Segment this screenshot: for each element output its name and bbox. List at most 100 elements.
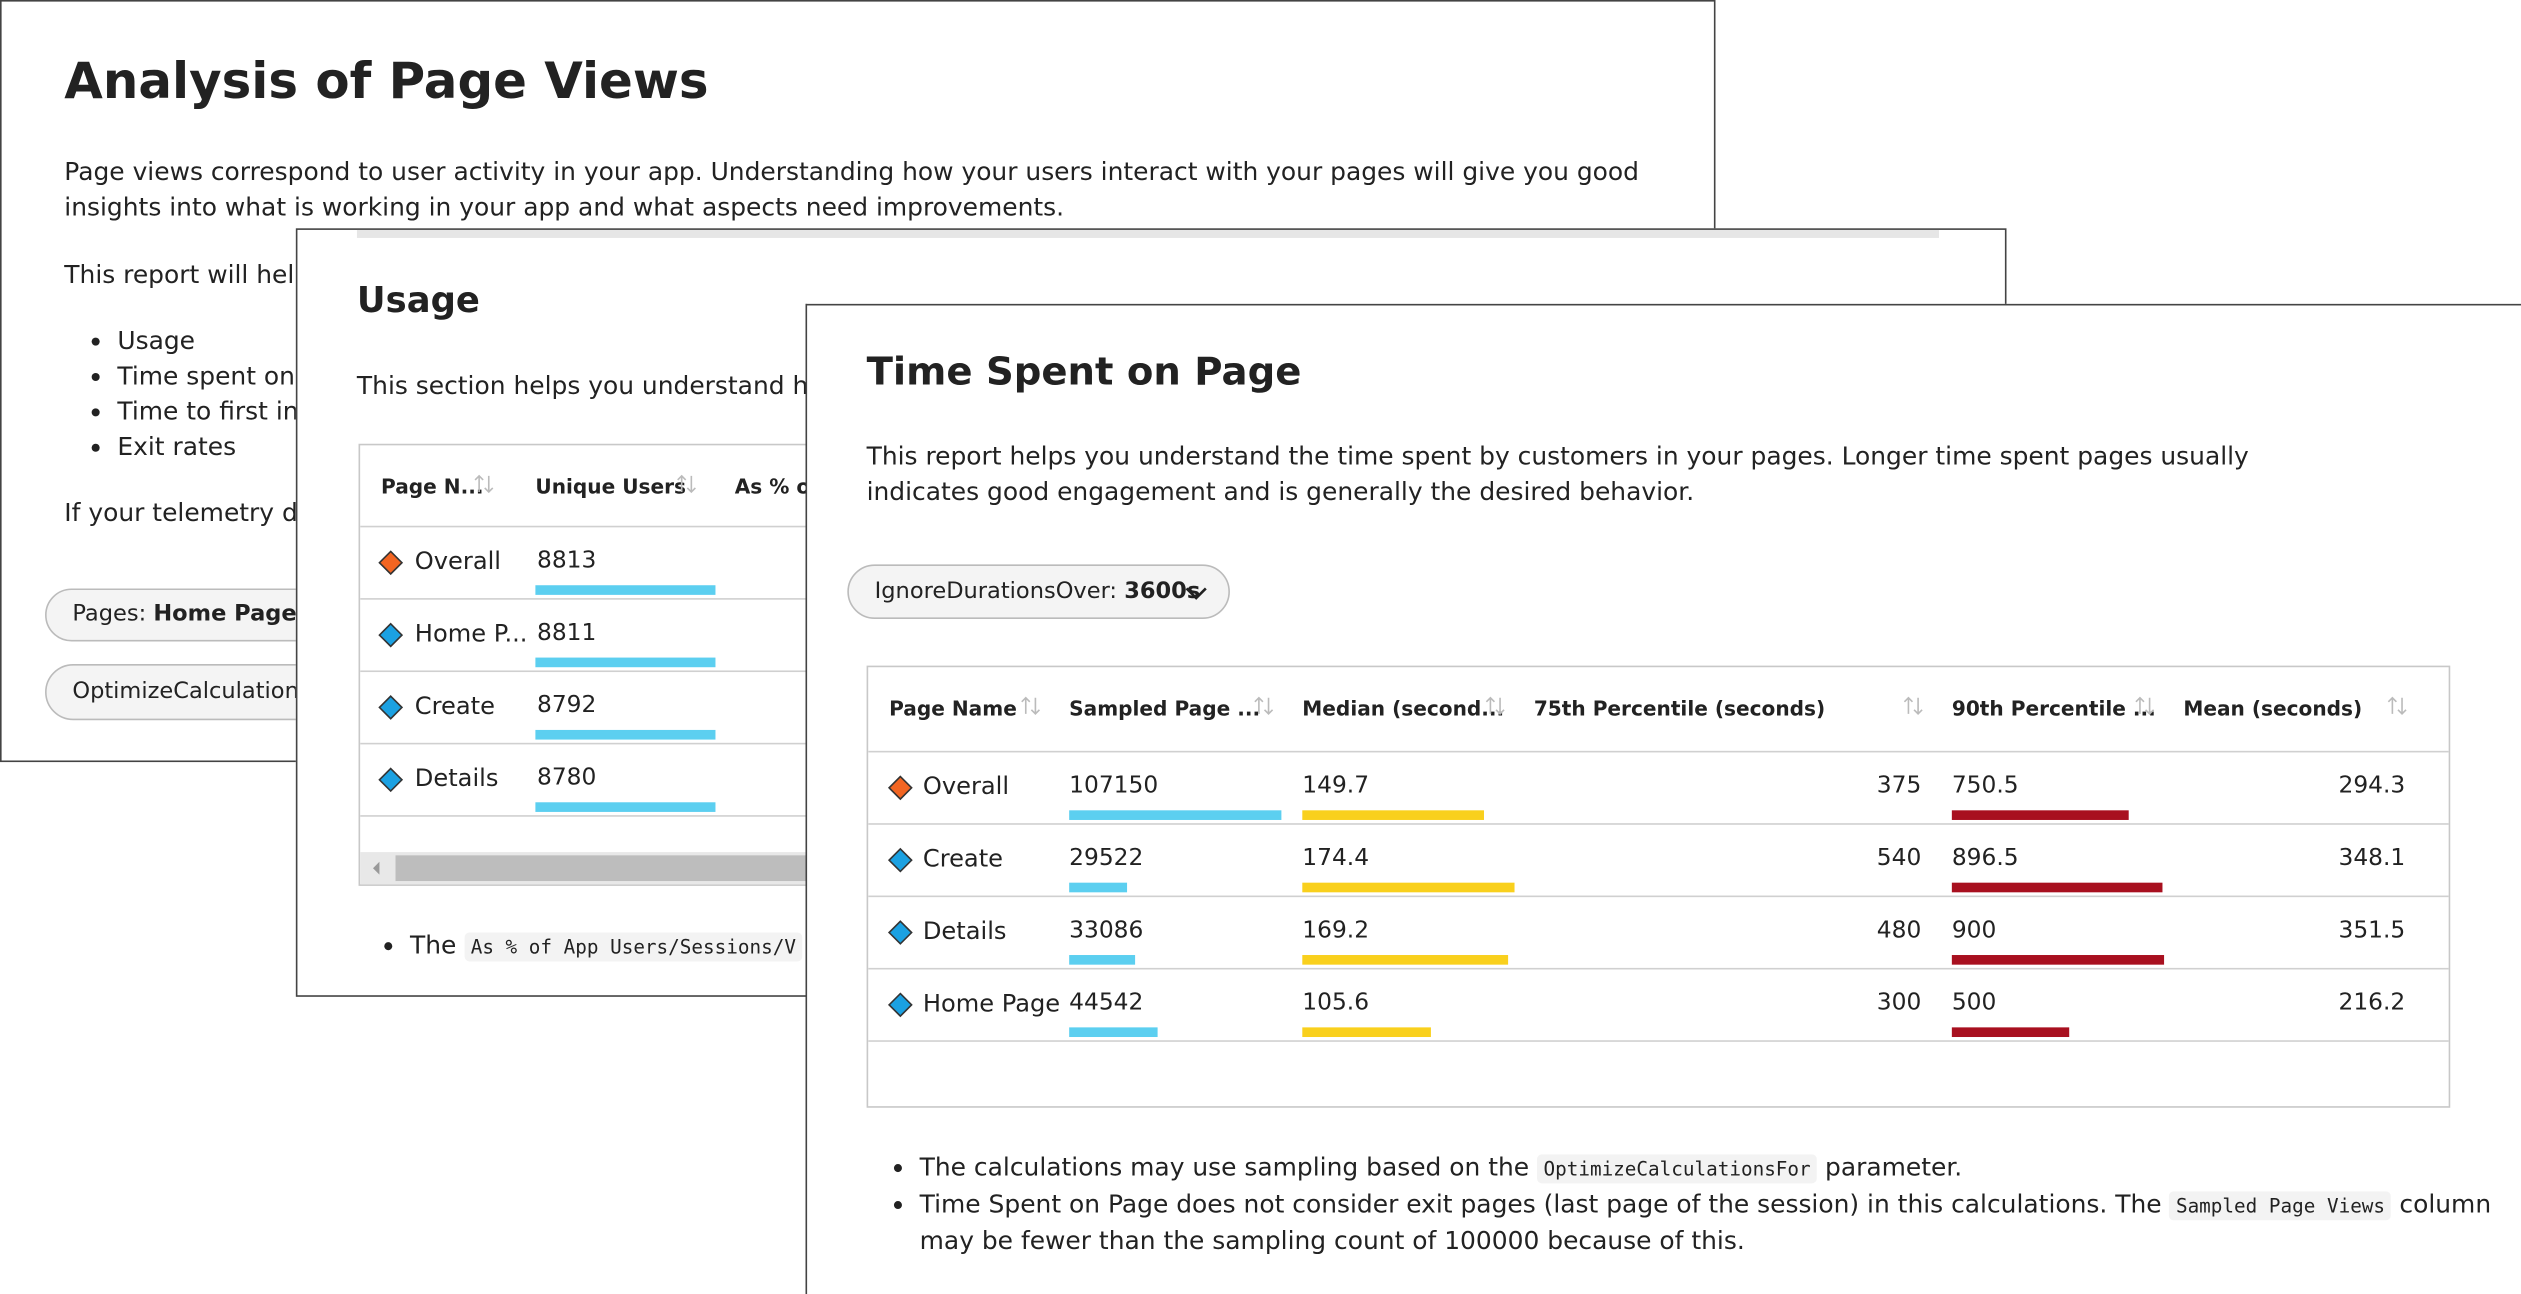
value-bar: [535, 657, 716, 668]
report-note: If your telemetry doe: [64, 498, 329, 528]
cell-value: 105.6: [1302, 989, 1370, 1016]
pill-value: 3600s: [1124, 578, 1201, 605]
row-divider: [868, 823, 2449, 825]
value-bar: [1951, 1027, 2070, 1038]
column-header: Page N...: [381, 474, 484, 499]
row-name: Create: [922, 844, 1004, 874]
column-header: Median (second...: [1302, 696, 1505, 721]
note-text: The: [409, 930, 465, 960]
report-lead: This report will help: [64, 260, 311, 290]
column-header: 75th Percentile (seconds): [1533, 696, 1826, 721]
row-value: 8811: [536, 619, 597, 646]
pill-label: Pages:: [72, 601, 154, 628]
cell-value: 375: [1876, 772, 1922, 799]
dropdown-chevron: [1185, 587, 1207, 600]
usage-note: The As % of App Users/Sessions/V: [409, 926, 803, 966]
report-list: UsageTime spent on pTime to first inteEx…: [64, 323, 323, 464]
row-name: Home Page: [922, 989, 1061, 1019]
cell-value: 216.2: [2338, 989, 2406, 1016]
row-marker: [887, 920, 913, 945]
row-marker: [378, 622, 404, 648]
inline-code: Sampled Page Views: [2169, 1191, 2392, 1221]
value-bar: [1302, 1027, 1431, 1038]
row-marker: [887, 992, 913, 1018]
column-header: Unique Users: [535, 474, 687, 499]
row-marker: [378, 695, 404, 720]
value-bar: [1069, 1027, 1158, 1038]
value-bar: [1302, 810, 1485, 820]
row-value: 8792: [536, 692, 597, 718]
row-marker: [378, 550, 404, 576]
cell-value: 107150: [1069, 772, 1159, 799]
cell-value: 149.7: [1302, 772, 1370, 799]
value-bar: [1302, 882, 1515, 893]
value-bar: [535, 729, 716, 740]
report-list-item: Usage: [117, 323, 323, 358]
cell-value: 900: [1951, 917, 1997, 944]
time-table: Page Name Sampled Page ... Median (second.…: [866, 665, 2451, 1108]
time-note: Time Spent on Page does not consider exi…: [920, 1187, 2512, 1259]
row-name: Details: [414, 763, 499, 793]
note-text: column may be fewer than the sampling co…: [919, 1189, 2492, 1256]
top-divider: [356, 229, 1939, 238]
value-bar: [1069, 882, 1128, 893]
row-name: Overall: [414, 546, 501, 576]
cell-value: 750.5: [1951, 772, 2019, 799]
sort-icon: [474, 474, 494, 494]
report-title: Analysis of Page Views: [64, 52, 709, 111]
cell-value: 174.4: [1302, 844, 1370, 871]
parameter-pill[interactable]: IgnoreDurationsOver: 3600s: [847, 564, 1230, 619]
cell-value: 44542: [1069, 989, 1144, 1016]
cell-value: 348.1: [2338, 844, 2406, 871]
note-text: parameter.: [1817, 1152, 1963, 1182]
row-marker: [887, 775, 913, 801]
sort-icon: [2135, 696, 2155, 715]
pill-label: OptimizeCalculations: [72, 678, 311, 705]
sort-icon: [1021, 696, 1040, 715]
cell-value: 896.5: [1951, 844, 2019, 871]
report-list-item: Exit rates: [117, 429, 323, 464]
column-header: As % of: [734, 474, 819, 499]
row-divider: [868, 967, 2449, 970]
pill-label: IgnoreDurationsOver:: [874, 578, 1125, 605]
report-list-item: Time to first inte: [117, 394, 323, 429]
row-value: 8780: [536, 764, 597, 791]
sort-icon: [2387, 696, 2407, 715]
cell-value: 500: [1951, 989, 1997, 1016]
value-bar: [1951, 955, 2165, 965]
cell-value: 169.2: [1302, 917, 1370, 944]
cell-value: 480: [1876, 917, 1922, 944]
report-intro: Page views correspond to user activity i…: [64, 157, 1639, 222]
value-bar: [1069, 810, 1282, 820]
column-header: Sampled Page ...: [1069, 696, 1261, 721]
value-bar: [1069, 955, 1135, 965]
usage-notes: The As % of App Users/Sessions/V: [357, 926, 803, 966]
value-bar: [1302, 955, 1509, 965]
row-name: Details: [922, 916, 1007, 946]
report-list-item: Time spent on p: [117, 359, 323, 394]
inline-code: OptimizeCalculationsFor: [1537, 1154, 1818, 1184]
value-bar: [1951, 810, 2129, 820]
row-name: Home P...: [414, 619, 528, 649]
column-header: Mean (seconds): [2183, 696, 2363, 721]
time-notes: The calculations may use sampling based …: [867, 1150, 2512, 1259]
cell-value: 300: [1876, 989, 1922, 1016]
time-panel: Time Spent on Page This report helps you …: [805, 303, 2521, 1294]
cell-value: 33086: [1069, 917, 1144, 944]
row-divider: [868, 1040, 2449, 1042]
time-title: Time Spent on Page: [866, 348, 1302, 394]
row-value: 8813: [536, 547, 597, 574]
usage-title: Usage: [356, 281, 480, 322]
value-bar: [535, 585, 716, 595]
sort-icon: [677, 474, 696, 494]
row-divider: [868, 895, 2449, 898]
cell-value: 540: [1876, 844, 1922, 871]
sort-icon: [1903, 696, 1923, 715]
row-divider: [868, 750, 2449, 753]
time-note: The calculations may use sampling based …: [920, 1150, 2512, 1187]
time-description: This report helps you understand the tim…: [866, 442, 2249, 507]
value-bar: [535, 802, 715, 812]
scroll-left-arrow: [373, 861, 380, 875]
row-name: Overall: [922, 772, 1010, 801]
